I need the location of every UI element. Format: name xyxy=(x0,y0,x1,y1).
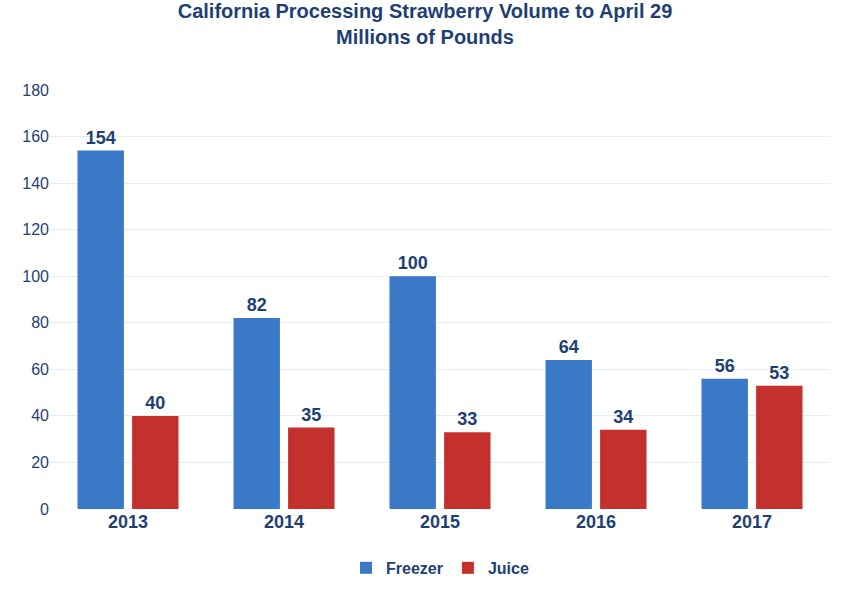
svg-text:120: 120 xyxy=(22,221,49,238)
svg-text:20: 20 xyxy=(31,454,49,471)
svg-text:35: 35 xyxy=(301,405,321,425)
svg-text:100: 100 xyxy=(398,253,428,273)
svg-text:80: 80 xyxy=(31,314,49,331)
svg-text:82: 82 xyxy=(247,295,267,315)
svg-text:2015: 2015 xyxy=(420,512,460,532)
svg-text:154: 154 xyxy=(86,128,116,148)
svg-text:180: 180 xyxy=(22,82,49,99)
svg-text:40: 40 xyxy=(145,393,165,413)
svg-text:2017: 2017 xyxy=(732,512,772,532)
svg-text:53: 53 xyxy=(769,363,789,383)
svg-text:160: 160 xyxy=(22,128,49,145)
svg-text:Freezer: Freezer xyxy=(386,560,443,577)
svg-text:2016: 2016 xyxy=(576,512,616,532)
svg-text:100: 100 xyxy=(22,268,49,285)
svg-text:California Processing Strawber: California Processing Strawberry Volume … xyxy=(178,0,673,48)
svg-text:140: 140 xyxy=(22,175,49,192)
svg-text:56: 56 xyxy=(715,356,735,376)
svg-text:2014: 2014 xyxy=(264,512,304,532)
svg-text:2013: 2013 xyxy=(108,512,148,532)
svg-text:60: 60 xyxy=(31,361,49,378)
svg-text:Juice: Juice xyxy=(488,560,529,577)
svg-text:0: 0 xyxy=(40,501,49,518)
svg-text:64: 64 xyxy=(559,337,579,357)
svg-text:40: 40 xyxy=(31,407,49,424)
svg-text:33: 33 xyxy=(457,409,477,429)
svg-text:34: 34 xyxy=(613,407,633,427)
